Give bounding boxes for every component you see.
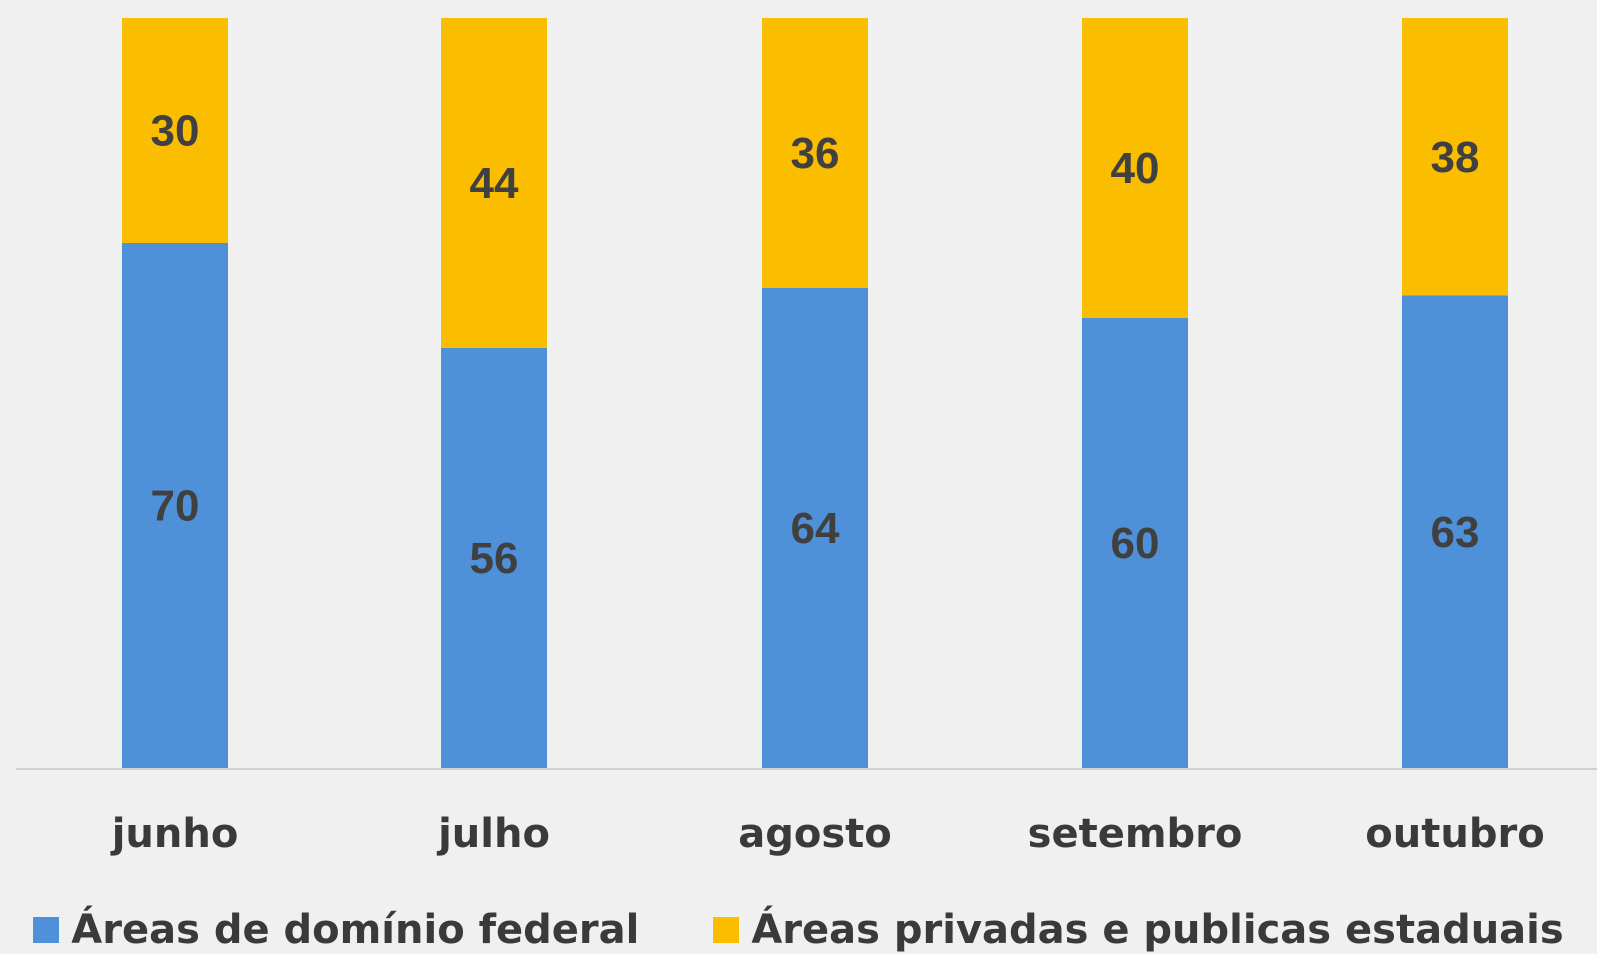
category-label-setembro: setembro bbox=[1028, 811, 1243, 857]
legend-item-privadas: Áreas privadas e publicas estaduais bbox=[713, 906, 1564, 954]
category-label-junho: junho bbox=[110, 811, 239, 857]
bar-federal-julho bbox=[441, 348, 547, 768]
bar-federal-junho bbox=[122, 243, 228, 768]
bar-privadas-junho bbox=[122, 18, 228, 243]
legend-swatch-federal bbox=[33, 917, 60, 943]
stacked-bar-chart: 70 30 junho 56 44 julho 64 36 agosto 60 40 setembro… bbox=[16, 18, 1597, 857]
bar-federal-setembro bbox=[1082, 318, 1188, 768]
data-label-privadas-outubro: 38 bbox=[1431, 133, 1480, 182]
bar-privadas-setembro bbox=[1082, 18, 1188, 318]
data-label-federal-setembro: 60 bbox=[1111, 519, 1160, 568]
legend-swatch-privadas bbox=[713, 917, 740, 943]
legend-label-privadas: Áreas privadas e publicas estaduais bbox=[751, 907, 1564, 953]
data-label-federal-julho: 56 bbox=[470, 534, 519, 583]
bar-privadas-agosto bbox=[762, 18, 868, 288]
data-label-federal-junho: 70 bbox=[151, 482, 200, 531]
category-label-julho: julho bbox=[436, 811, 550, 857]
category-label-outubro: outubro bbox=[1365, 811, 1544, 857]
data-label-privadas-julho: 44 bbox=[470, 159, 519, 208]
legend-item-federal: Áreas de domínio federal bbox=[33, 906, 639, 954]
bar-privadas-outubro bbox=[1402, 18, 1508, 296]
bar-federal-agosto bbox=[762, 288, 868, 768]
data-label-federal-agosto: 64 bbox=[791, 504, 840, 553]
legend: Áreas de domínio federal Áreas privadas … bbox=[0, 906, 1597, 954]
data-label-privadas-junho: 30 bbox=[151, 107, 200, 156]
bar-federal-outubro bbox=[1402, 295, 1508, 768]
data-label-privadas-setembro: 40 bbox=[1111, 144, 1160, 193]
category-label-agosto: agosto bbox=[738, 811, 892, 857]
data-label-federal-outubro: 63 bbox=[1431, 508, 1480, 557]
bar-privadas-julho bbox=[441, 18, 547, 348]
data-label-privadas-agosto: 36 bbox=[791, 129, 840, 178]
legend-label-federal: Áreas de domínio federal bbox=[71, 907, 640, 953]
